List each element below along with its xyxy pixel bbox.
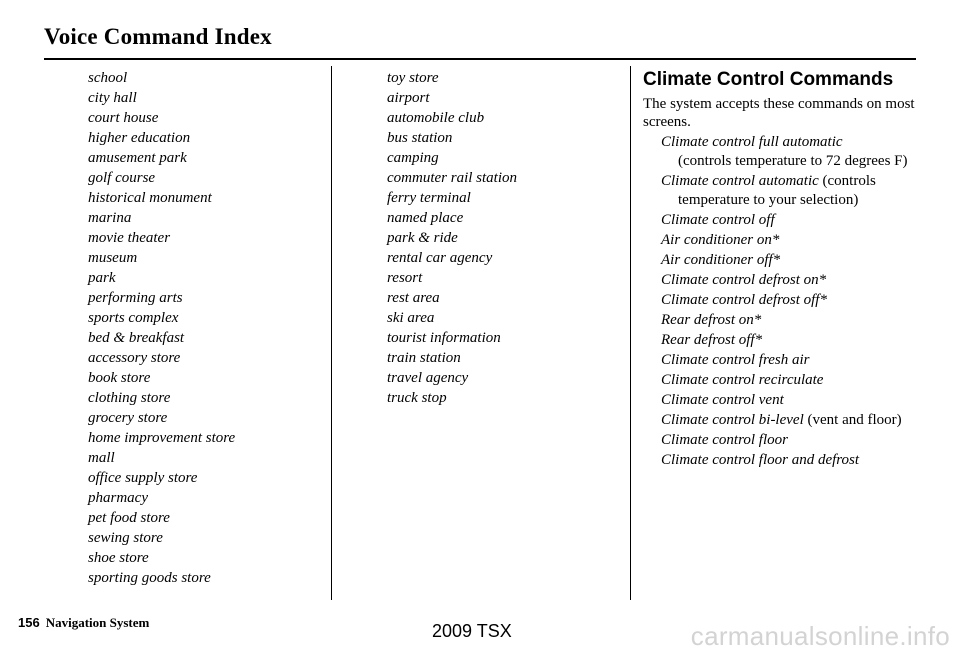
command-text: Rear defrost on* [661,312,762,328]
command-list-middle: toy store airport automobile club bus stati… [387,68,517,408]
command-text: Air conditioner on* [661,232,780,248]
command-item: performing arts [88,290,183,306]
command-item: sports complex [88,310,179,326]
command-item: court house [88,110,159,126]
command-item: museum [88,250,138,266]
command-item: train station [387,350,461,366]
command-item: sporting goods store [88,570,211,586]
command-text: Climate control automatic [661,173,819,189]
command-item: historical monument [88,190,212,206]
command-item: camping [387,150,439,166]
model-watermark: 2009 TSX [432,621,512,641]
command-item: tourist information [387,330,501,346]
command-text: Climate control fresh air [661,352,810,368]
command-item: ferry terminal [387,190,471,206]
command-item: park [88,270,116,286]
column-divider [630,66,631,600]
climate-command-item: Climate control automatic (controls temp… [643,172,946,210]
climate-command-item: Climate control bi-level (vent and floor… [643,411,946,430]
command-item: travel agency [387,370,469,386]
command-item: shoe store [88,550,149,566]
command-item: golf course [88,170,156,186]
command-item: rental car agency [387,250,493,266]
command-item: automobile club [387,110,485,126]
command-item: pharmacy [88,490,148,506]
climate-command-item: Air conditioner on* [643,231,946,250]
command-text: Climate control vent [661,392,784,408]
command-item: office supply store [88,470,198,486]
command-text: Climate control defrost on* [661,272,827,288]
command-item: accessory store [88,350,181,366]
command-item: commuter rail station [387,170,517,186]
command-text: Climate control defrost off* [661,292,827,308]
command-item: marina [88,210,132,226]
page-footer: 156 Navigation System [18,614,149,632]
header-rule [44,58,916,60]
command-item: mall [88,450,115,466]
command-item: pet food store [88,510,170,526]
command-note: (controls temperature to 72 degrees F) [678,153,908,169]
command-item: bed & breakfast [88,330,185,346]
command-item: named place [387,210,464,226]
command-text: Climate control floor and defrost [661,452,860,468]
climate-command-item: Climate control recirculate [643,371,946,390]
command-text: Climate control floor [661,432,788,448]
section-intro: The system accepts these commands on mos… [643,96,915,130]
command-text: Climate control recirculate [661,372,824,388]
command-text: Air conditioner off* [661,252,781,268]
climate-command-list: Climate control full automatic (controls … [643,133,928,470]
command-text: Climate control bi-level [661,412,804,428]
command-list-left: school city hall court house higher educati… [88,68,235,588]
climate-command-item: Rear defrost off* [643,331,946,350]
command-item: clothing store [88,390,171,406]
command-item: book store [88,370,151,386]
command-text: Climate control off [661,212,775,228]
climate-command-item: Climate control fresh air [643,351,946,370]
command-text: Climate control full automatic [661,134,843,150]
command-item: airport [387,90,430,106]
page-number: 156 [18,615,40,630]
command-item: higher education [88,130,191,146]
command-text: Rear defrost off* [661,332,763,348]
climate-command-item: Climate control floor [643,431,946,450]
climate-command-item: Air conditioner off* [643,251,946,270]
climate-control-section: Climate Control Commands The system acce… [643,68,928,471]
command-note: (controls temperature to your selection) [678,173,876,208]
climate-command-item: Climate control defrost off* [643,291,946,310]
climate-command-item: Climate control floor and defrost [643,451,946,470]
command-item: resort [387,270,423,286]
command-item: truck stop [387,390,447,406]
climate-command-item: Climate control full automatic (controls … [643,133,946,171]
section-title: Climate Control Commands [643,69,894,90]
climate-command-item: Rear defrost on* [643,311,946,330]
site-watermark: carmanualsonline.info [690,621,950,651]
command-item: home improvement store [88,430,236,446]
command-item: ski area [387,310,435,326]
command-item: grocery store [88,410,168,426]
command-note: (vent and floor) [807,412,902,428]
command-item: rest area [387,290,440,306]
command-item: amusement park [88,150,187,166]
page-title: Voice Command Index [44,24,272,49]
command-item: sewing store [88,530,163,546]
command-item: toy store [387,70,439,86]
column-divider [331,66,332,600]
command-item: park & ride [387,230,458,246]
command-item: movie theater [88,230,171,246]
command-item: school [88,70,128,86]
command-item: city hall [88,90,137,106]
command-item: bus station [387,130,453,146]
footer-label: Navigation System [45,615,150,630]
climate-command-item: Climate control vent [643,391,946,410]
climate-command-item: Climate control off [643,211,946,230]
climate-command-item: Climate control defrost on* [643,271,946,290]
